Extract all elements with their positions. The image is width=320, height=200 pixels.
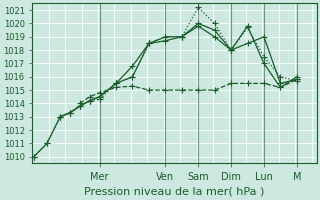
- X-axis label: Pression niveau de la mer( hPa ): Pression niveau de la mer( hPa ): [84, 187, 265, 197]
